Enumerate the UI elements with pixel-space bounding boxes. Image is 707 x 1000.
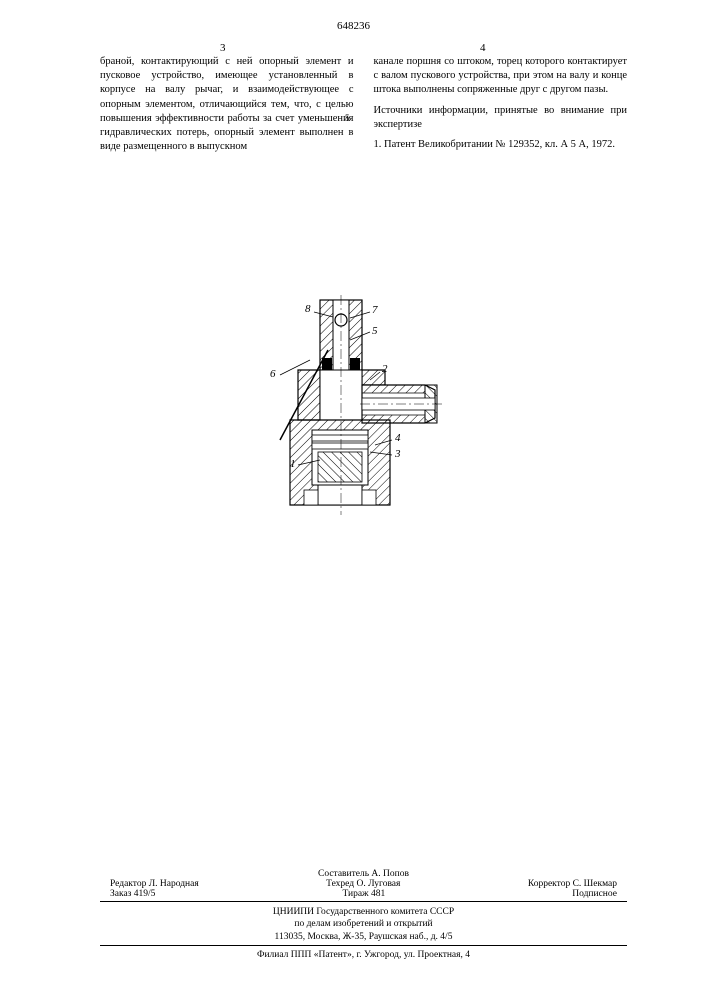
footer-order: Заказ 419/5: [110, 889, 155, 899]
column-number-left: 3: [220, 42, 226, 54]
line-number-marker: 5: [345, 113, 350, 123]
figure-label-2: 2: [382, 363, 388, 375]
footer-org-2: по делам изобретений и открытий: [100, 918, 627, 930]
figure-label-8: 8: [305, 303, 311, 315]
footer-tehred: Техред О. Луговая: [326, 879, 400, 889]
right-col-reference: 1. Патент Великобритании № 129352, кл. А…: [374, 138, 628, 152]
figure-label-3: 3: [395, 448, 401, 460]
footer-address-2: Филиал ППП «Патент», г. Ужгород, ул. Про…: [100, 950, 627, 960]
text-columns: браной, контактирующий с ней опорный эле…: [100, 55, 627, 160]
footer-corrector: Корректор С. Шекмар: [528, 879, 617, 889]
right-column: канале поршня со штоком, торец которого …: [374, 55, 628, 160]
right-col-paragraph-1: канале поршня со штоком, торец которого …: [374, 55, 628, 98]
footer-org-1: ЦНИИПИ Государственного комитета СССР: [100, 906, 627, 918]
right-col-sources-intro: Источники информации, принятые во вниман…: [374, 104, 628, 132]
figure-label-7: 7: [372, 304, 378, 316]
footer-signed: Подписное: [572, 889, 617, 899]
footer: Составитель А. Попов Редактор Л. Народна…: [100, 869, 627, 960]
left-column: браной, контактирующий с ней опорный эле…: [100, 55, 354, 160]
footer-tirage: Тираж 481: [342, 889, 385, 899]
figure-label-6: 6: [270, 368, 276, 380]
figure-label-4: 4: [395, 432, 401, 444]
figure-label-1: 1: [290, 458, 296, 470]
footer-divider-2: [100, 945, 627, 946]
footer-address-1: 113035, Москва, Ж-35, Раушская наб., д. …: [100, 931, 627, 943]
left-col-paragraph: браной, контактирующий с ней опорный эле…: [100, 55, 354, 154]
drawing-svg: [220, 290, 480, 570]
document-number: 648236: [0, 20, 707, 32]
footer-compiler: Составитель А. Попов: [100, 869, 627, 879]
footer-divider-1: [100, 901, 627, 902]
column-number-right: 4: [480, 42, 486, 54]
technical-drawing: 8 7 5 6 2 4 3 1: [220, 290, 480, 570]
footer-editor: Редактор Л. Народная: [110, 879, 199, 889]
figure-label-5: 5: [372, 325, 378, 337]
